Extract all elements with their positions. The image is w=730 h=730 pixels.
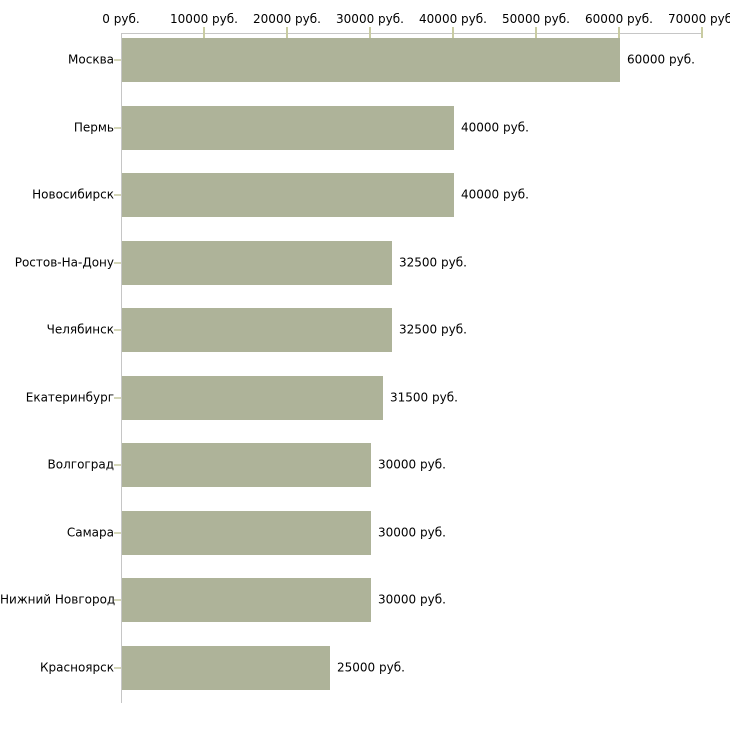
value-label: 30000 руб. xyxy=(378,457,446,472)
bar xyxy=(122,375,383,420)
x-tick-mark xyxy=(701,27,703,38)
value-label: 25000 руб. xyxy=(337,660,405,674)
x-tick-label: 70000 руб. xyxy=(668,12,730,26)
x-tick-mark xyxy=(618,27,620,38)
category-label: Волгоград xyxy=(47,457,114,472)
x-tick-label: 50000 руб. xyxy=(502,12,570,26)
value-label: 40000 руб. xyxy=(461,187,529,202)
value-label: 31500 руб. xyxy=(390,390,458,404)
category-label: Нижний Новгород xyxy=(0,592,116,607)
value-label: 40000 руб. xyxy=(461,120,529,134)
category-label: Новосибирск xyxy=(32,187,114,202)
x-tick-label: 30000 руб. xyxy=(336,12,404,26)
x-tick-mark xyxy=(535,27,537,38)
category-label: Самара xyxy=(66,525,114,539)
category-tick-mark xyxy=(114,666,121,669)
category-tick-mark xyxy=(114,531,121,534)
value-label: 30000 руб. xyxy=(378,525,446,539)
category-tick-mark xyxy=(114,464,121,466)
bar xyxy=(122,645,330,690)
category-label: Ростов-На-Дону xyxy=(14,255,114,269)
category-label: Красноярск xyxy=(40,660,114,674)
x-tick-label: 20000 руб. xyxy=(253,12,321,26)
x-axis-line xyxy=(121,33,703,34)
value-label: 60000 руб. xyxy=(627,52,695,67)
category-tick-mark xyxy=(114,396,121,399)
x-tick-mark xyxy=(286,27,288,38)
category-label: Челябинск xyxy=(46,322,114,337)
category-tick-mark xyxy=(114,126,121,129)
x-tick-mark xyxy=(369,27,371,38)
x-tick-label: 60000 руб. xyxy=(585,12,653,26)
category-tick-mark xyxy=(114,59,121,61)
x-tick-mark xyxy=(452,27,454,38)
category-label: Екатеринбург xyxy=(25,390,114,404)
category-tick-mark xyxy=(114,599,121,601)
x-tick-label: 40000 руб. xyxy=(419,12,487,26)
bar xyxy=(122,510,371,555)
value-label: 30000 руб. xyxy=(378,592,446,607)
bar xyxy=(122,240,392,285)
category-tick-mark xyxy=(114,261,121,264)
category-label: Пермь xyxy=(73,120,114,134)
category-tick-mark xyxy=(114,194,121,196)
x-tick-label: 10000 руб. xyxy=(170,12,238,26)
value-label: 32500 руб. xyxy=(399,255,467,269)
x-tick-mark xyxy=(203,27,205,38)
category-label: Москва xyxy=(68,52,114,67)
bar xyxy=(122,173,454,217)
bar xyxy=(122,105,454,150)
value-label: 32500 руб. xyxy=(399,322,467,337)
category-tick-mark xyxy=(114,329,121,331)
bar xyxy=(122,38,620,82)
bar xyxy=(122,308,392,352)
x-tick-label: 0 руб. xyxy=(102,12,140,26)
y-axis-line xyxy=(121,33,122,703)
bar xyxy=(122,443,371,487)
bar xyxy=(122,578,371,622)
